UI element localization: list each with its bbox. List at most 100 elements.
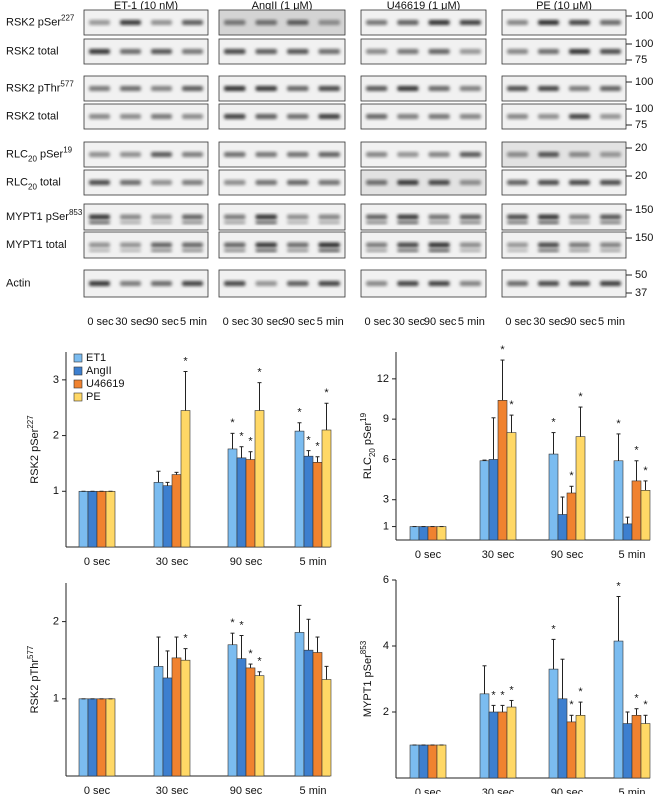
blot-band — [89, 221, 110, 224]
blot-band — [182, 114, 203, 119]
blot-band — [287, 221, 309, 224]
bar — [294, 632, 305, 777]
blot-band — [89, 114, 110, 119]
x-tick-label: 30 sec — [482, 549, 515, 561]
significance-star: * — [183, 355, 188, 367]
bar — [566, 492, 577, 541]
label-part: RSK2 total — [6, 110, 59, 122]
bar — [245, 667, 256, 777]
blot-band — [120, 281, 141, 286]
significance-star: * — [257, 367, 262, 379]
significance-star: * — [248, 436, 253, 448]
label-part: 227 — [26, 415, 35, 429]
label-part: 853 — [359, 640, 368, 654]
y-tick-label: 2 — [383, 706, 389, 718]
blot-band — [538, 152, 559, 157]
blot-band — [397, 86, 419, 91]
bar — [622, 723, 633, 779]
mw-marker: 150 — [635, 204, 653, 216]
blot-band — [459, 281, 481, 286]
legend-swatch — [73, 379, 83, 389]
blot-band — [600, 86, 621, 91]
bar — [622, 523, 633, 541]
blot-band — [224, 180, 246, 185]
blot-band — [151, 20, 172, 25]
blot-band — [255, 86, 277, 91]
blot-band — [538, 20, 559, 25]
mw-marker: 100 — [635, 38, 653, 50]
blot-band — [538, 86, 559, 91]
label-part: RLC — [6, 148, 28, 160]
lane-label: 0 sec — [223, 316, 250, 328]
label-part: RSK2 pSer — [29, 428, 41, 483]
blot-band — [120, 86, 141, 91]
blot-band — [459, 114, 481, 119]
blot-band — [224, 242, 246, 248]
label-part: MYPT1 pSer — [6, 211, 69, 223]
bar — [254, 675, 265, 777]
blot-band — [182, 152, 203, 157]
blot-band — [569, 242, 590, 248]
blot-row-label: RSK2 total — [6, 110, 59, 122]
legend-swatch — [73, 366, 83, 376]
significance-star: * — [551, 623, 556, 635]
legend-label: PE — [86, 391, 101, 403]
mw-marker: 20 — [635, 170, 647, 182]
bar — [153, 666, 164, 777]
blot-band — [89, 49, 110, 54]
bar — [312, 652, 323, 777]
bar — [409, 526, 420, 541]
mw-marker: 20 — [635, 142, 647, 154]
blot-band — [569, 249, 590, 252]
bar — [87, 698, 98, 777]
blot-band — [459, 152, 481, 157]
y-tick-label: 3 — [53, 374, 59, 386]
blot-band — [397, 180, 419, 185]
blot-band — [120, 180, 141, 185]
lane-label: 90 sec — [564, 316, 597, 328]
bar — [162, 485, 173, 548]
blot-band — [255, 114, 277, 119]
blot-band — [120, 152, 141, 157]
bar — [227, 448, 238, 548]
bar — [488, 711, 499, 779]
bar — [180, 659, 191, 777]
blot-band — [224, 86, 246, 91]
bar — [294, 430, 305, 548]
significance-star: * — [551, 416, 556, 428]
blot-band — [507, 86, 528, 91]
bar — [548, 668, 559, 779]
blot-band — [397, 49, 419, 54]
bar — [321, 679, 332, 777]
blot-band — [287, 20, 309, 25]
legend-swatch — [73, 353, 83, 363]
blot-band — [538, 49, 559, 54]
blot-band — [182, 49, 203, 54]
blot-band — [569, 152, 590, 157]
bar — [162, 677, 173, 777]
blot-band — [538, 180, 559, 185]
label-part: 20 — [28, 154, 37, 163]
y-axis-title: RSK2 pSer227 — [26, 415, 41, 484]
significance-star: * — [578, 686, 583, 698]
significance-star: * — [315, 441, 320, 453]
bar — [254, 410, 265, 548]
blot-band — [318, 281, 340, 286]
blot-band — [255, 49, 277, 54]
blot-band — [318, 214, 340, 220]
blot-band — [428, 86, 450, 91]
bar — [96, 698, 107, 777]
blot-band — [366, 86, 388, 91]
bar — [409, 744, 420, 779]
blot-band — [182, 86, 203, 91]
bar — [427, 744, 438, 779]
blot-band — [428, 152, 450, 157]
significance-star: * — [643, 465, 648, 477]
bar — [227, 644, 238, 777]
bar — [497, 711, 508, 779]
blot-band — [600, 221, 621, 224]
x-tick-label: 5 min — [300, 556, 327, 568]
lane-label: 5 min — [180, 316, 207, 328]
blot-band — [507, 249, 528, 252]
blot-band — [318, 221, 340, 224]
